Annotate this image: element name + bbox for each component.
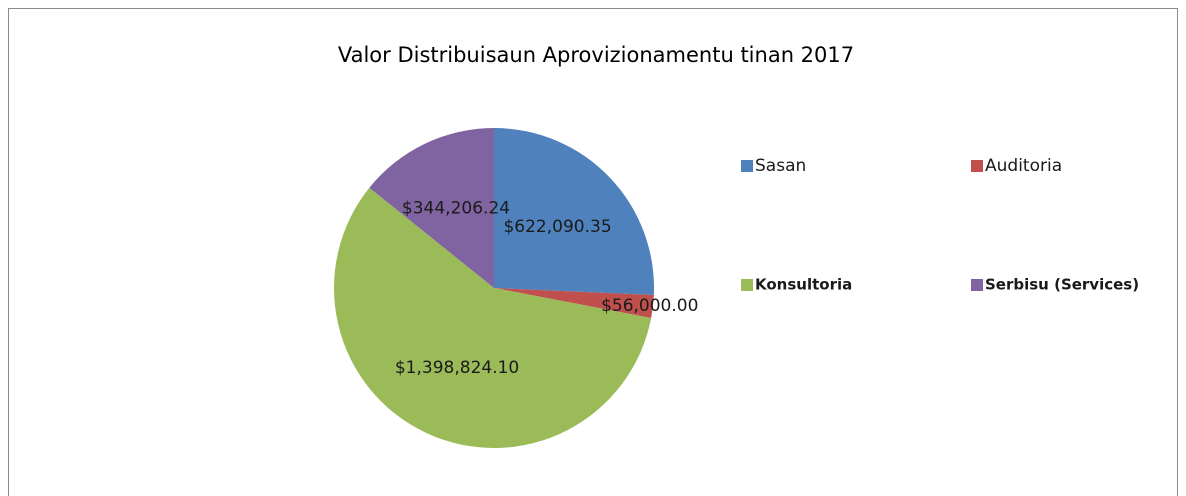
slice-label: $56,000.00 bbox=[601, 296, 698, 316]
slice-label: $622,090.35 bbox=[503, 217, 611, 237]
legend-swatch bbox=[971, 279, 983, 291]
pie-slice bbox=[494, 288, 654, 319]
legend-label: Serbisu (Services) bbox=[985, 276, 1139, 294]
legend-label: Auditoria bbox=[985, 156, 1062, 176]
legend-swatch bbox=[971, 160, 983, 172]
legend-swatch bbox=[741, 160, 753, 172]
pie-slice bbox=[494, 128, 654, 295]
pie-slice bbox=[334, 187, 652, 448]
slice-label: $1,398,824.10 bbox=[395, 358, 519, 378]
chart-title: Valor Distribuisaun Aprovizionamentu tin… bbox=[338, 43, 854, 67]
slice-label: $344,206.24 bbox=[402, 199, 510, 219]
legend-swatch bbox=[741, 279, 753, 291]
legend-label: Sasan bbox=[755, 156, 806, 176]
legend-label: Konsultoria bbox=[755, 276, 852, 294]
pie-slice bbox=[369, 128, 494, 288]
